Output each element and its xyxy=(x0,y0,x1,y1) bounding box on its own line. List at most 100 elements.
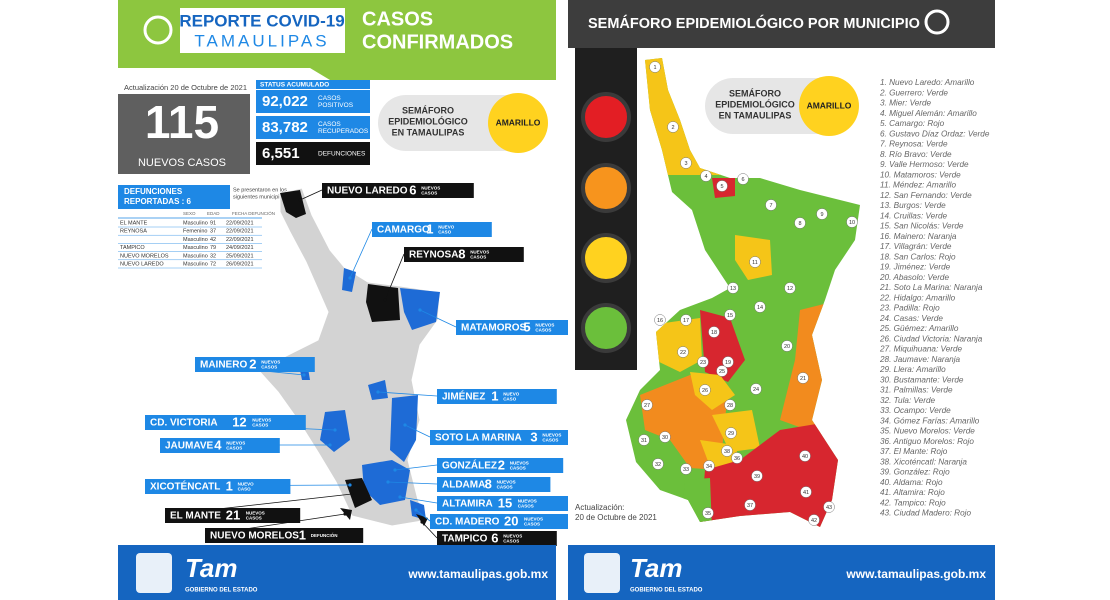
callout-unit: CASOS xyxy=(421,191,437,196)
leader-dot xyxy=(420,520,424,524)
municipio-item: 34. Gómez Farías: Amarillo xyxy=(880,416,980,425)
callout-name: TAMPICO xyxy=(442,534,488,545)
badge-circle xyxy=(488,93,548,153)
municipio-item: 43. Ciudad Madero: Rojo xyxy=(880,509,971,518)
deaths-title: REPORTADAS : 6 xyxy=(124,197,192,206)
status-label: RECUPERADOS xyxy=(318,128,369,135)
callout-count: 21 xyxy=(226,507,240,522)
map-number-bubble xyxy=(797,372,809,384)
callout-name: MAINERO xyxy=(200,360,247,371)
new-cases-label: NUEVOS CASOS xyxy=(138,157,226,169)
municipio-item: 21. Soto La Marina: Naranja xyxy=(879,283,983,292)
municipio-item: 4. Miguel Alemán: Amarillo xyxy=(880,109,977,118)
map-number: 31 xyxy=(641,438,647,444)
municipio-item: 38. Xicoténcatl: Naranja xyxy=(880,457,967,466)
status-label: CASOS xyxy=(318,95,341,102)
badge-line: EN TAMAULIPAS xyxy=(719,110,792,120)
map-number: 25 xyxy=(719,369,725,375)
table-header: SEXO xyxy=(183,211,196,216)
status-box xyxy=(256,90,370,113)
map-number: 20 xyxy=(784,344,790,350)
municipio-item: 19. Jiménez: Verde xyxy=(880,263,951,272)
callout-unit: CASOS xyxy=(470,255,486,260)
map-number-bubble xyxy=(846,216,858,228)
callout-name: REYNOSA xyxy=(409,250,458,261)
heading-line: CONFIRMADOS xyxy=(362,31,513,53)
municipio-item: 5. Camargo: Rojo xyxy=(880,119,945,128)
table-cell: NUEVO MORELOS xyxy=(120,253,169,259)
map-number: 43 xyxy=(826,505,832,511)
callout-name: NUEVO MORELOS xyxy=(210,531,299,542)
map-number: 41 xyxy=(803,490,809,496)
callout-unit: CASOS xyxy=(246,516,262,521)
map-number-bubble xyxy=(659,431,671,443)
coat-of-arms xyxy=(136,553,172,593)
callout-unit: NUEVOS xyxy=(535,323,554,328)
leader-dot xyxy=(328,443,332,447)
virus-icon xyxy=(924,9,950,35)
municipio-item: 33. Ocampo: Verde xyxy=(880,406,951,415)
footer-url[interactable]: www.tamaulipas.gob.mx xyxy=(407,567,548,581)
municipio-item: 29. Llera: Amarillo xyxy=(879,365,946,374)
municipio-item: 13. Burgos: Verde xyxy=(880,201,946,210)
leader-dot xyxy=(386,480,390,484)
footer-government: GOBIERNO DEL ESTADO xyxy=(185,588,258,594)
map-number-bubble xyxy=(808,514,820,526)
map-number-bubble xyxy=(667,121,679,133)
leader-dot xyxy=(343,512,347,516)
callout-unit: NUEVOS xyxy=(497,480,516,485)
leader-dot xyxy=(350,492,354,496)
map-number: 34 xyxy=(706,464,712,470)
map-number-bubble xyxy=(716,365,728,377)
map-number-bubble xyxy=(744,499,756,511)
callout-unit: NUEVOS xyxy=(518,499,537,504)
municipio-item: 32. Tula: Verde xyxy=(880,396,936,405)
header-band xyxy=(568,0,995,48)
callout-box xyxy=(165,508,301,523)
callout-box xyxy=(437,496,573,511)
map-number: 30 xyxy=(662,435,668,441)
callout-unit: NUEVOS xyxy=(503,534,522,539)
map-number: 24 xyxy=(753,387,759,393)
callout-count: 1 xyxy=(226,478,233,493)
region-red xyxy=(700,420,845,527)
map-number: 35 xyxy=(705,511,711,517)
map-number-bubble xyxy=(699,384,711,396)
map-number-bubble xyxy=(721,445,733,457)
badge-circle xyxy=(799,76,859,136)
municipio-item: 20. Abasolo: Verde xyxy=(879,273,949,282)
heading-line: CASOS xyxy=(362,8,433,30)
status-box xyxy=(256,116,370,139)
municipio-item: 39. González: Rojo xyxy=(880,468,950,477)
municipio-item: 28. Jaumave: Naranja xyxy=(879,355,961,364)
status-title: STATUS ACUMULADO xyxy=(260,82,329,89)
callout-box xyxy=(430,514,578,529)
map-number-bubble xyxy=(677,346,689,358)
map-number: 18 xyxy=(711,330,717,336)
callout-box xyxy=(430,430,595,445)
municipio-item: 36. Antiguo Morelos: Rojo xyxy=(880,437,974,446)
leader-dot xyxy=(333,428,337,432)
status-label: CASOS xyxy=(318,121,341,128)
callout-unit: CASOS xyxy=(510,466,526,471)
table-cell: 24/09/2021 xyxy=(226,245,254,251)
municipio-item: 18. San Carlos: Rojo xyxy=(880,252,956,261)
map-number: 4 xyxy=(704,174,707,180)
leader-line xyxy=(419,309,457,328)
callout-count: 8 xyxy=(485,476,492,491)
map-number-bubble xyxy=(700,170,712,182)
callout-unit: DEFUNCIÓN xyxy=(311,531,338,538)
callout-box xyxy=(322,183,474,198)
callout-unit: NUEVOS xyxy=(261,360,280,365)
update-date: Actualización 20 de Octubre de 2021 xyxy=(124,83,247,92)
municipio-item: 8. Río Bravo: Verde xyxy=(880,150,952,159)
leader-line xyxy=(384,253,405,301)
right-panel: SEMÁFORO EPIDEMIOLÓGICO POR MUNICIPIO 12… xyxy=(568,0,995,600)
map-number: 27 xyxy=(644,403,650,409)
footer-url[interactable]: www.tamaulipas.gob.mx xyxy=(845,567,986,581)
map-number-bubble xyxy=(654,314,666,326)
callout-count: 5 xyxy=(523,319,530,334)
callout-count: 4 xyxy=(214,437,222,452)
callout-unit: CASO xyxy=(238,487,252,492)
